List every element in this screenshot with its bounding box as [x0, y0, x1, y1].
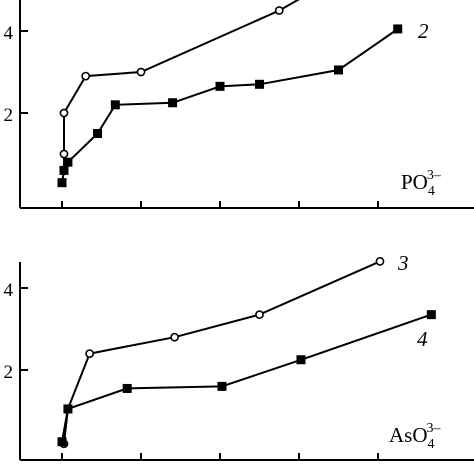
panel-arsenate-y-tick-label-2: 2 [4, 362, 14, 383]
panel-phosphate-series-0-point-6 [274, 6, 284, 15]
panel-phosphate-series-1-point-0 [57, 178, 67, 188]
panel-arsenate-series-1-point-5 [426, 310, 436, 320]
panel-arsenate-series-1-point-4 [296, 355, 306, 365]
panel-phosphate-series-0-point-2 [59, 149, 69, 159]
panel-phosphate-series-0-point-3 [59, 108, 69, 118]
series-label-2: 2 [418, 19, 429, 43]
panel-arsenate-series-0-line [63, 260, 381, 444]
panel-arsenate-series-1-point-0 [57, 437, 67, 447]
panel-phosphate-ticks [20, 30, 379, 208]
panel-arsenate: 2 4 3 4 AsO43– [4, 251, 474, 461]
panel-arsenate-series [57, 256, 436, 449]
panel-phosphate-series-1-point-3 [93, 129, 103, 138]
arsenate-ion-base: AsO [389, 423, 428, 447]
panel-arsenate-ticks [20, 287, 379, 460]
panel-arsenate-series-0-point-3 [170, 332, 179, 342]
panel-phosphate-series-0-line [61, 0, 300, 183]
panel-phosphate-series-0-point-4 [81, 71, 91, 81]
panel-phosphate-series-1-point-2 [63, 157, 73, 167]
panel-phosphate-series-1-point-4 [110, 100, 120, 110]
arsenate-ion-subscript: 4 [428, 437, 435, 452]
panel-arsenate-series-1-point-1 [63, 404, 73, 414]
phosphate-ion-subscript: 4 [428, 184, 435, 199]
panel-phosphate-series-1-point-9 [393, 24, 403, 34]
panel-arsenate-series-1-point-3 [217, 381, 227, 391]
series-label-3: 3 [397, 251, 409, 275]
phosphate-ion-base: PO [401, 170, 428, 194]
panel-arsenate-series-1-point-2 [122, 383, 132, 393]
panel-arsenate-y-tick-label-4: 4 [4, 280, 14, 301]
phosphate-ion-superscript: 3– [427, 168, 442, 183]
panel-phosphate-series-1-point-7 [255, 79, 264, 89]
panel-arsenate-series-0-point-4 [255, 310, 264, 320]
panel-phosphate-series-0-point-5 [136, 67, 146, 77]
panel-phosphate: 2 4 2 PO43– [4, 0, 474, 209]
series-label-4: 4 [417, 327, 428, 351]
arsenate-ion-superscript: 3– [427, 421, 442, 436]
panel-phosphate-series-1-point-6 [215, 81, 225, 91]
panel-arsenate-series-0-point-5 [375, 256, 385, 266]
panel-phosphate-y-tick-label-2: 2 [4, 105, 14, 126]
panel-phosphate-series-1-point-5 [168, 98, 178, 108]
panel-arsenate-series-1-line [61, 313, 432, 442]
panel-arsenate-series-0-point-2 [85, 349, 95, 358]
panel-phosphate-series [57, 0, 403, 188]
arsenate-ion-label: AsO43– [389, 421, 442, 452]
panel-phosphate-series-1-point-8 [334, 65, 343, 75]
phosphate-ion-label: PO43– [401, 168, 442, 199]
panel-phosphate-series-1-point-1 [59, 165, 69, 175]
panel-phosphate-y-tick-label-4: 4 [4, 23, 14, 44]
